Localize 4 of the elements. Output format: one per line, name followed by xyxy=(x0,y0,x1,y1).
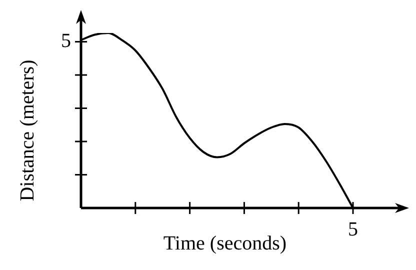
text: 5 xyxy=(61,30,71,52)
text: 5 xyxy=(348,218,358,240)
x-axis-title: Time (seconds) xyxy=(163,232,287,254)
y-axis-title: Distance (meters) xyxy=(16,60,38,202)
